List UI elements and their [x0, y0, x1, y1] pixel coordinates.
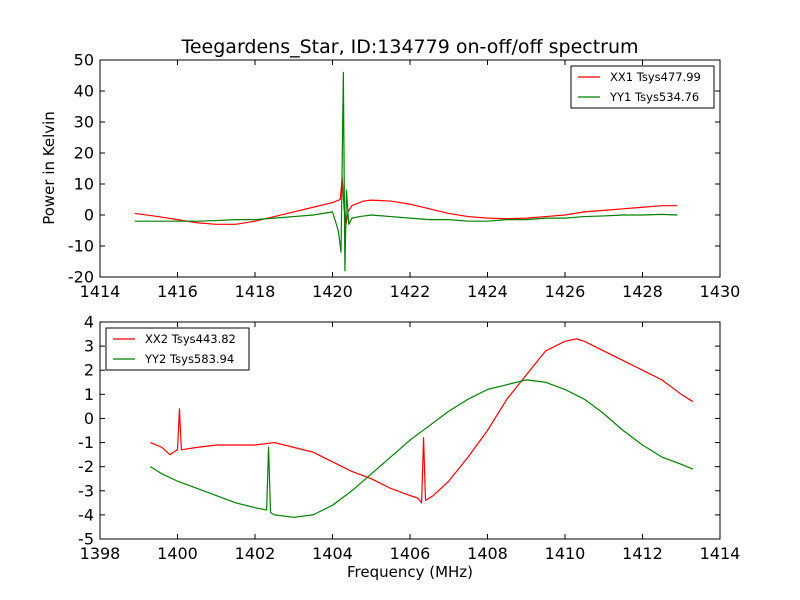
top-x-tick-label: 1414 — [80, 282, 121, 301]
bottom-x-tick-label: 1414 — [700, 544, 741, 563]
bottom-x-tick-label: 1410 — [545, 544, 586, 563]
bottom-legend: XX2 Tsys443.82 YY2 Tsys583.94 — [105, 327, 250, 371]
bottom-x-tick-label: 1402 — [235, 544, 276, 563]
top-axis-ticks: 1414 1416 1418 1420 1422 1424 1426 1428 1430 -20 -… — [68, 51, 741, 302]
bottom-series-lines — [150, 338, 694, 518]
bottom-y-tick-label: -2 — [78, 457, 94, 476]
top-x-tick-label: 1418 — [235, 282, 276, 301]
bottom-y-tick-label: -1 — [78, 433, 94, 452]
top-panel: 1414 1416 1418 1420 1422 1424 1426 1428 1430 -20 -… — [40, 51, 740, 302]
bottom-x-axis-label: Frequency (MHz) — [347, 563, 473, 581]
top-y-tick-label: 30 — [74, 113, 94, 132]
top-x-tick-label: 1428 — [622, 282, 663, 301]
bottom-x-tick-label: 1398 — [80, 544, 121, 563]
top-x-tick-label: 1420 — [312, 282, 353, 301]
top-legend-box — [570, 65, 715, 109]
top-series-lines — [134, 71, 678, 272]
top-legend-label-yy1: YY1 Tsys534.76 — [609, 90, 699, 104]
top-y-tick-label: -20 — [68, 268, 94, 287]
top-legend: XX1 Tsys477.99 YY1 Tsys534.76 — [570, 65, 715, 109]
bottom-y-tick-label: 4 — [84, 313, 94, 332]
bottom-x-tick-label: 1406 — [390, 544, 431, 563]
top-legend-label-xx1: XX1 Tsys477.99 — [610, 70, 701, 84]
bottom-y-tick-label: -3 — [78, 481, 94, 500]
top-y-tick-label: 0 — [84, 206, 94, 225]
bottom-y-tick-label: 1 — [84, 385, 94, 404]
top-y-tick-label: 40 — [74, 82, 94, 101]
top-series-line-2 — [134, 71, 678, 272]
chart-title: Teegardens_Star, ID:134779 on-off/off sp… — [180, 36, 638, 58]
bottom-x-tick-label: 1412 — [622, 544, 663, 563]
bottom-series-line-1 — [150, 338, 694, 504]
bottom-legend-label-yy2: YY2 Tsys583.94 — [144, 352, 234, 366]
top-x-tick-label: 1426 — [545, 282, 586, 301]
bottom-y-tick-label: -5 — [78, 530, 94, 549]
bottom-axis-ticks: 1398 1400 1402 1404 1406 1408 1410 1412 1414-5-4… — [78, 313, 740, 564]
top-y-tick-label: 10 — [74, 175, 94, 194]
bottom-y-tick-label: 0 — [84, 409, 94, 428]
bottom-legend-label-xx2: XX2 Tsys443.82 — [145, 332, 236, 346]
bottom-series-line-2 — [150, 379, 694, 518]
top-y-tick-label: -10 — [68, 237, 94, 256]
top-x-tick-label: 1430 — [700, 282, 741, 301]
bottom-panel: 1398 1400 1402 1404 1406 1408 1410 1412 1414-5-4… — [78, 313, 740, 582]
top-y-axis-label: Power in Kelvin — [40, 111, 58, 225]
bottom-legend-box — [105, 327, 250, 371]
bottom-y-tick-label: 2 — [84, 361, 94, 380]
bottom-y-tick-label: -4 — [78, 505, 94, 524]
top-x-tick-label: 1416 — [157, 282, 198, 301]
bottom-x-tick-label: 1404 — [312, 544, 353, 563]
top-x-tick-label: 1422 — [390, 282, 431, 301]
top-x-tick-label: 1424 — [467, 282, 508, 301]
bottom-x-tick-label: 1400 — [157, 544, 198, 563]
top-y-tick-label: 50 — [74, 51, 94, 70]
bottom-x-tick-label: 1408 — [467, 544, 508, 563]
top-series-line-1 — [134, 177, 678, 225]
bottom-y-tick-label: 3 — [84, 337, 94, 356]
top-y-tick-label: 20 — [74, 144, 94, 163]
